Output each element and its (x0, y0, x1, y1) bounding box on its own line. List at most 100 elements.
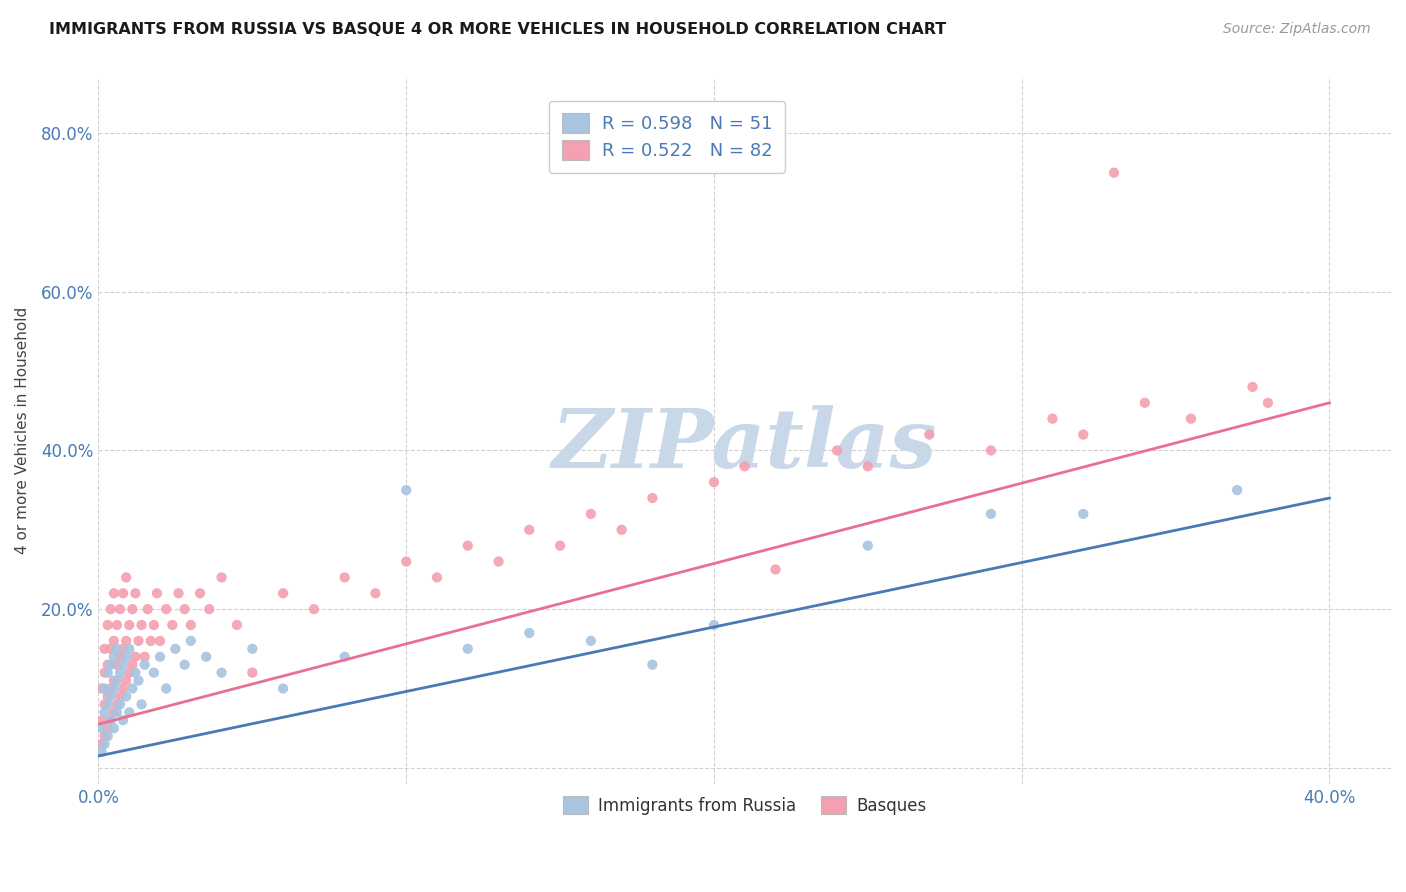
Point (610, 523, 633, 537)
Point (271, 681, 294, 696)
Point (139, 633, 162, 648)
Point (302, 602, 325, 616)
Point (1042, 411, 1064, 425)
Point (1257, 396, 1279, 410)
Point (93, 681, 115, 696)
Point (155, 602, 177, 616)
Point (173, 657, 195, 672)
Point (100, 602, 122, 616)
Point (90, 681, 112, 696)
Point (579, 507, 602, 521)
Point (703, 618, 725, 632)
Point (1133, 396, 1156, 410)
Point (457, 641, 479, 656)
Point (457, 539, 479, 553)
Point (180, 633, 202, 648)
Point (136, 602, 159, 616)
Point (112, 657, 135, 672)
Point (142, 618, 165, 632)
Point (115, 673, 138, 688)
Point (105, 641, 128, 656)
Point (333, 649, 356, 664)
Point (105, 698, 128, 712)
Point (641, 491, 664, 505)
Point (1180, 411, 1202, 425)
Point (226, 618, 249, 632)
Point (108, 690, 131, 704)
Point (90, 713, 112, 727)
Point (149, 633, 172, 648)
Point (1071, 427, 1094, 442)
Point (108, 649, 131, 664)
Point (131, 618, 153, 632)
Point (142, 665, 165, 680)
Point (105, 706, 128, 720)
Text: IMMIGRANTS FROM RUSSIA VS BASQUE 4 OR MORE VEHICLES IN HOUSEHOLD CORRELATION CHA: IMMIGRANTS FROM RUSSIA VS BASQUE 4 OR MO… (49, 22, 946, 37)
Point (162, 618, 184, 632)
Point (198, 602, 221, 616)
Point (918, 427, 941, 442)
Point (149, 649, 172, 664)
Point (121, 657, 143, 672)
Point (155, 681, 177, 696)
Point (127, 633, 149, 648)
Point (108, 602, 131, 616)
Point (395, 555, 418, 569)
Point (112, 641, 135, 656)
Point (100, 713, 122, 727)
Point (103, 633, 125, 648)
Point (703, 475, 725, 490)
Point (103, 649, 125, 664)
Point (121, 602, 143, 616)
Point (105, 657, 128, 672)
Point (93, 665, 115, 680)
Point (103, 721, 125, 735)
Point (105, 618, 128, 632)
Point (548, 539, 571, 553)
Point (1102, 166, 1125, 180)
Point (517, 626, 540, 640)
Point (97, 657, 120, 672)
Text: ZIPatlas: ZIPatlas (553, 405, 938, 484)
Point (146, 586, 169, 600)
Point (1241, 380, 1264, 394)
Point (100, 713, 122, 727)
Point (90, 721, 112, 735)
Point (333, 570, 356, 584)
Point (97, 721, 120, 735)
Point (97, 729, 120, 743)
Point (103, 586, 125, 600)
Point (167, 586, 190, 600)
Point (188, 586, 211, 600)
Point (90, 745, 112, 759)
Point (112, 713, 135, 727)
Point (93, 706, 115, 720)
Point (118, 706, 141, 720)
Point (825, 443, 848, 458)
Point (93, 698, 115, 712)
Point (856, 539, 879, 553)
Point (980, 507, 1002, 521)
Point (97, 698, 120, 712)
Y-axis label: 4 or more Vehicles in Household: 4 or more Vehicles in Household (15, 307, 30, 554)
Point (100, 641, 122, 656)
Point (93, 729, 115, 743)
Point (180, 618, 202, 632)
Point (426, 570, 449, 584)
Point (271, 586, 294, 600)
Point (108, 698, 131, 712)
Point (115, 690, 138, 704)
Point (100, 681, 122, 696)
Point (211, 665, 233, 680)
Point (100, 690, 122, 704)
Point (118, 641, 141, 656)
Legend: Immigrants from Russia, Basques: Immigrants from Russia, Basques (553, 786, 936, 825)
Point (364, 586, 387, 600)
Point (240, 665, 263, 680)
Point (118, 665, 141, 680)
Point (211, 570, 233, 584)
Point (124, 665, 146, 680)
Point (980, 443, 1002, 458)
Point (173, 602, 195, 616)
Point (579, 633, 602, 648)
